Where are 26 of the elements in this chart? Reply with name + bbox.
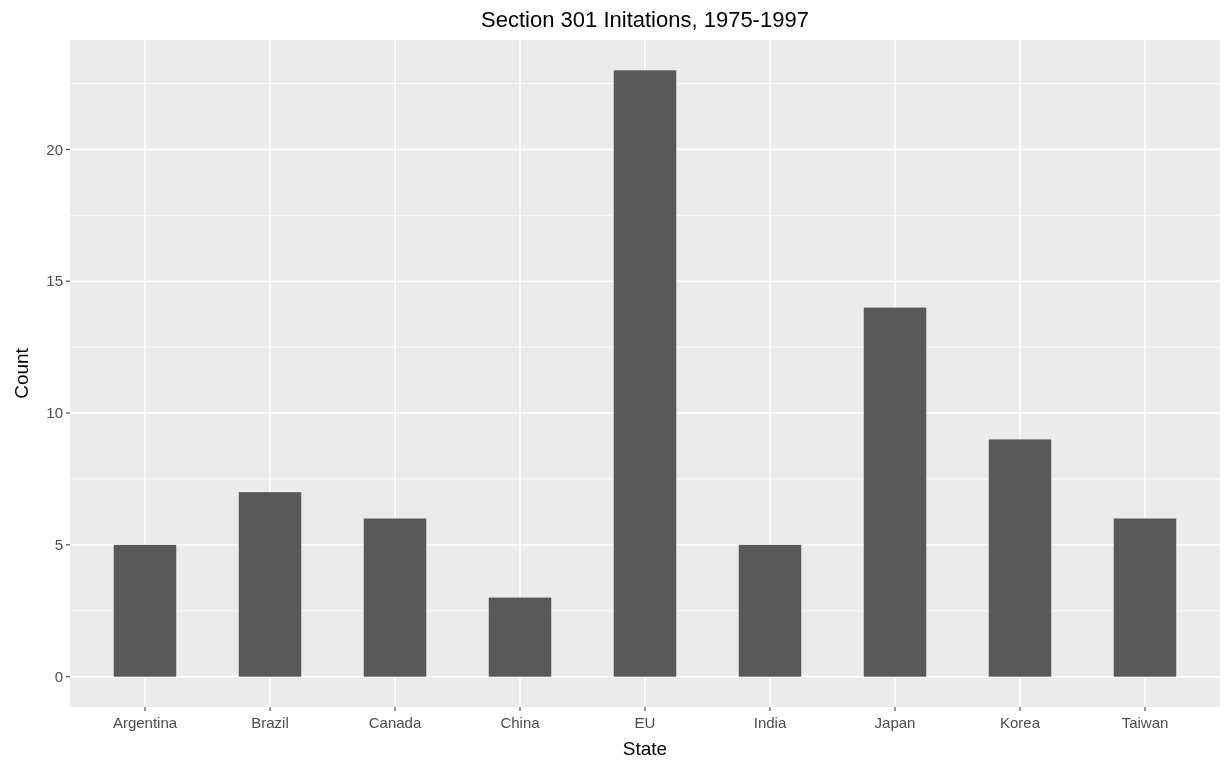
x-tick-label: Brazil [251,714,289,731]
bar [738,544,802,677]
x-axis-title: State [622,738,668,759]
x-tick-label: Korea [999,714,1041,731]
chart-title: Section 301 Initations, 1975-1997 [481,7,809,32]
y-tick-label: 10 [46,404,63,422]
x-tick-label: Canada [368,714,422,731]
bar [238,492,302,677]
x-tick-label: EU [634,714,656,731]
x-tick-label: China [500,714,541,731]
y-tick-label: 5 [54,536,63,554]
y-tick-label: 15 [46,272,63,290]
bar [988,439,1052,677]
bar [488,597,552,677]
bar [113,544,177,677]
y-tick-label: 20 [46,140,63,158]
bar [1113,518,1177,677]
y-tick-label: 0 [54,667,63,685]
y-axis-title: Count [11,347,32,399]
x-tick-label: Taiwan [1121,714,1169,731]
x-tick-label: Argentina [112,714,178,731]
x-tick-label: Japan [874,714,916,731]
x-tick-label: India [753,714,787,731]
bar [613,70,677,677]
bar [863,307,927,677]
bar [363,518,427,677]
